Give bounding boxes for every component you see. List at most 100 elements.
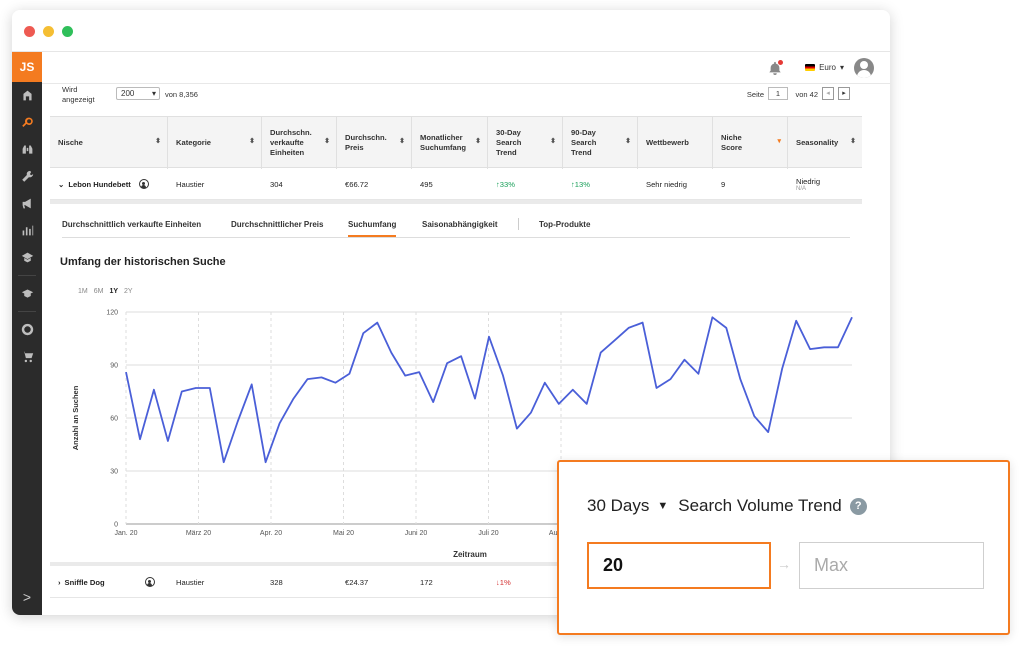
sort-icon[interactable]: ⬍ [399,138,405,145]
range-1m[interactable]: 1M [78,288,88,295]
range-selector: 1M 6M 1Y 2Y [78,288,133,295]
pagination-bar: Wird angezeigt 200 von 8,356 Seite 1 von… [50,76,862,116]
expand-sidebar-icon[interactable]: > [22,589,32,605]
currency-label: Euro [819,63,836,72]
cart-icon[interactable] [12,343,42,370]
sort-icon[interactable]: ⬍ [550,138,556,145]
column-header-seasonality[interactable]: Seasonality ⬍ [796,138,856,147]
chart-title: Umfang der historischen Suche [60,256,226,268]
column-header-trend90[interactable]: 90-Day Search Trend ⬍ [563,117,638,169]
bell-icon[interactable] [768,60,783,75]
column-header-price[interactable]: Durchschn. Preis ⬍ [337,117,412,169]
tab-search-volume[interactable]: Suchumfang [348,220,397,237]
chevron-right-icon[interactable]: › [58,577,61,587]
page-label: Seite [746,90,764,99]
niche-cell[interactable]: › Sniffle Dog [50,566,155,598]
page-number-input[interactable]: 1 [768,87,788,100]
chevron-down-icon[interactable]: ⌄ [58,179,65,189]
minimize-window-button[interactable] [43,26,54,37]
column-header-niche-score[interactable]: Niche Score ▾ [713,117,788,169]
main-content: Wird angezeigt 200 von 8,356 Seite 1 von… [50,76,862,598]
y-axis-label: Anzahl an Suchen [71,385,80,450]
tools-icon[interactable] [12,163,42,190]
search-icon[interactable] [12,109,42,136]
range-2y[interactable]: 2Y [124,288,133,295]
column-header-units[interactable]: Durchschn. verkaufte Einheiten ⬍ [262,117,337,169]
x-axis-label: Zeitraum [453,550,487,559]
table-row[interactable]: › Sniffle Dog Haustier 328 €24.37 172 ↓ 1% [50,566,862,598]
tab-divider [518,218,519,230]
binoculars-icon[interactable] [12,136,42,163]
column-header-category[interactable]: Kategorie ⬍ [168,117,262,169]
dashboard-icon[interactable] [12,82,42,109]
top-bar: Euro ▾ [42,52,890,84]
table-header: Nische ⬍ Kategorie ⬍ Durchschn. verkaufte … [50,116,862,169]
niche-score-cell: 9 [721,179,726,189]
sort-icon[interactable]: ⬍ [155,138,161,145]
column-header-search-volume[interactable]: Monatlicher Suchumfang ⬍ [412,117,488,169]
x-tick-label: Juli 20 [478,530,498,537]
graduation-cap-icon[interactable] [12,280,42,307]
units-cell: 328 [270,577,283,587]
next-page-button[interactable]: ▸ [838,87,850,100]
aperture-icon[interactable] [12,316,42,343]
column-header-niche[interactable]: Nische ⬍ [50,117,168,169]
filter-label: Search Volume Trend [678,496,842,515]
max-value-input[interactable] [799,542,984,589]
prev-page-button[interactable]: ◂ [822,87,834,100]
y-tick-label: 30 [110,469,118,476]
megaphone-icon[interactable] [12,190,42,217]
tab-top-products[interactable]: Top-Produkte [539,220,591,229]
academy-icon[interactable] [12,244,42,271]
sidebar-divider [18,311,36,312]
sort-icon[interactable]: ⬍ [625,138,631,145]
column-header-competition[interactable]: Wettbewerb [638,117,713,169]
search-volume-cell: 172 [420,577,433,587]
tab-avg-units[interactable]: Durchschnittlich verkaufte Einheiten [62,220,202,229]
caret-down-icon[interactable]: ▼ [657,500,669,512]
user-icon [144,577,155,587]
x-tick-label: Juni 20 [405,530,428,537]
avatar[interactable] [854,58,874,78]
window-titlebar [12,10,890,52]
sort-icon[interactable]: ⬍ [850,138,856,145]
page-total: von 42 [795,90,818,99]
page-size-select[interactable]: 200 [116,87,160,100]
period-dropdown[interactable]: 30 Days [587,496,650,515]
x-tick-label: Apr. 20 [260,530,282,537]
sort-icon[interactable]: ⬍ [475,138,481,145]
range-6m[interactable]: 6M [93,288,104,295]
competition-cell: Sehr niedrig [646,179,687,189]
y-tick-label: 120 [106,310,118,317]
close-window-button[interactable] [24,26,35,37]
series-line [125,316,853,464]
app-logo[interactable]: JS [12,52,42,82]
column-header-trend30[interactable]: 30-Day Search Trend ⬍ [488,117,563,169]
bar-chart-icon[interactable] [12,217,42,244]
detail-tabs: Durchschnittlich verkaufte Einheiten Dur… [62,214,850,238]
arrow-up-icon: ↑ [496,179,500,189]
sidebar: JS > [12,52,42,615]
seasonality-cell: Niedrig N/A [796,176,821,192]
units-cell: 304 [270,179,283,189]
tab-seasonality[interactable]: Saisonabhängigkeit [422,220,498,229]
y-tick-label: 90 [110,363,118,370]
currency-selector[interactable]: Euro ▾ [805,63,844,72]
search-volume-trend-filter: 30 Days ▼ Search Volume Trend ? → [557,460,1010,635]
notification-badge [778,60,783,65]
niche-cell[interactable]: ⌄ Lebon Hundebett [50,168,149,200]
price-cell: €66.72 [345,179,369,189]
table-row[interactable]: ⌄ Lebon Hundebett Haustier 304 €66.72 495… [50,168,862,200]
sidebar-divider [18,275,36,276]
sort-desc-icon[interactable]: ▾ [777,138,781,145]
range-1y[interactable]: 1Y [109,288,119,295]
sort-icon[interactable]: ⬍ [249,138,255,145]
min-value-input[interactable] [587,542,771,589]
x-tick-label: März 20 [186,530,211,537]
maximize-window-button[interactable] [62,26,73,37]
trend30-cell: ↓ 1% [496,577,511,587]
arrow-down-icon: ↓ [496,577,500,587]
sort-icon[interactable]: ⬍ [324,138,330,145]
help-icon[interactable]: ? [849,497,867,515]
tab-avg-price[interactable]: Durchschnittlicher Preis [231,220,324,229]
